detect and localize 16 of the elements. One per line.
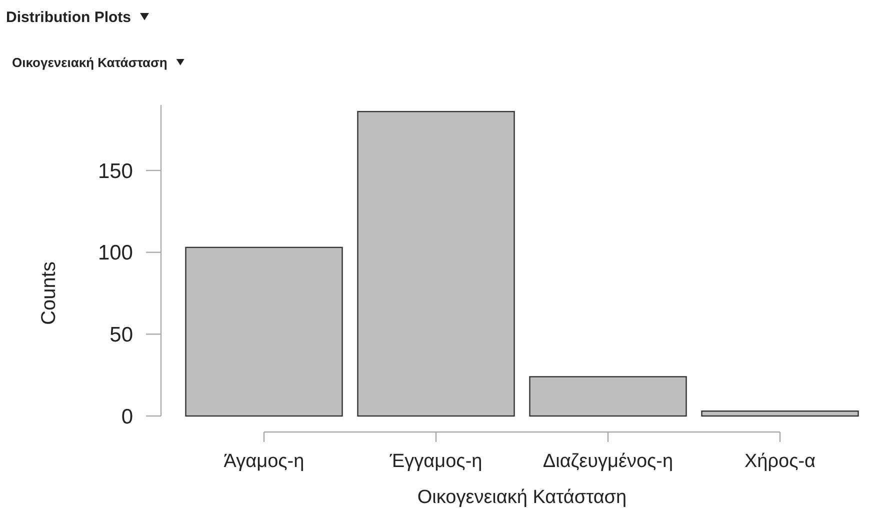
y-tick-label: 100 bbox=[98, 242, 133, 265]
bar bbox=[529, 376, 687, 417]
bar bbox=[701, 410, 859, 417]
bar bbox=[357, 110, 515, 417]
chart-title: Distribution Plots bbox=[6, 9, 131, 26]
x-tick-label: Άγαμος-η bbox=[224, 451, 304, 472]
bar bbox=[185, 246, 343, 417]
y-tick-label: 0 bbox=[121, 405, 133, 428]
x-tick-label: Διαζευγμένος-η bbox=[542, 451, 674, 472]
y-tick-label: 50 bbox=[110, 324, 133, 347]
x-tick-label: Χήρος-α bbox=[744, 451, 816, 472]
y-tick-label: 150 bbox=[98, 160, 133, 183]
x-tick-label: Έγγαμος-η bbox=[388, 451, 482, 472]
chart-subtitle: Οικογενειακή Κατάσταση bbox=[12, 55, 168, 70]
y-axis-title: Counts bbox=[38, 262, 60, 325]
x-axis-title: Οικογενειακή Κατάσταση bbox=[417, 487, 627, 508]
